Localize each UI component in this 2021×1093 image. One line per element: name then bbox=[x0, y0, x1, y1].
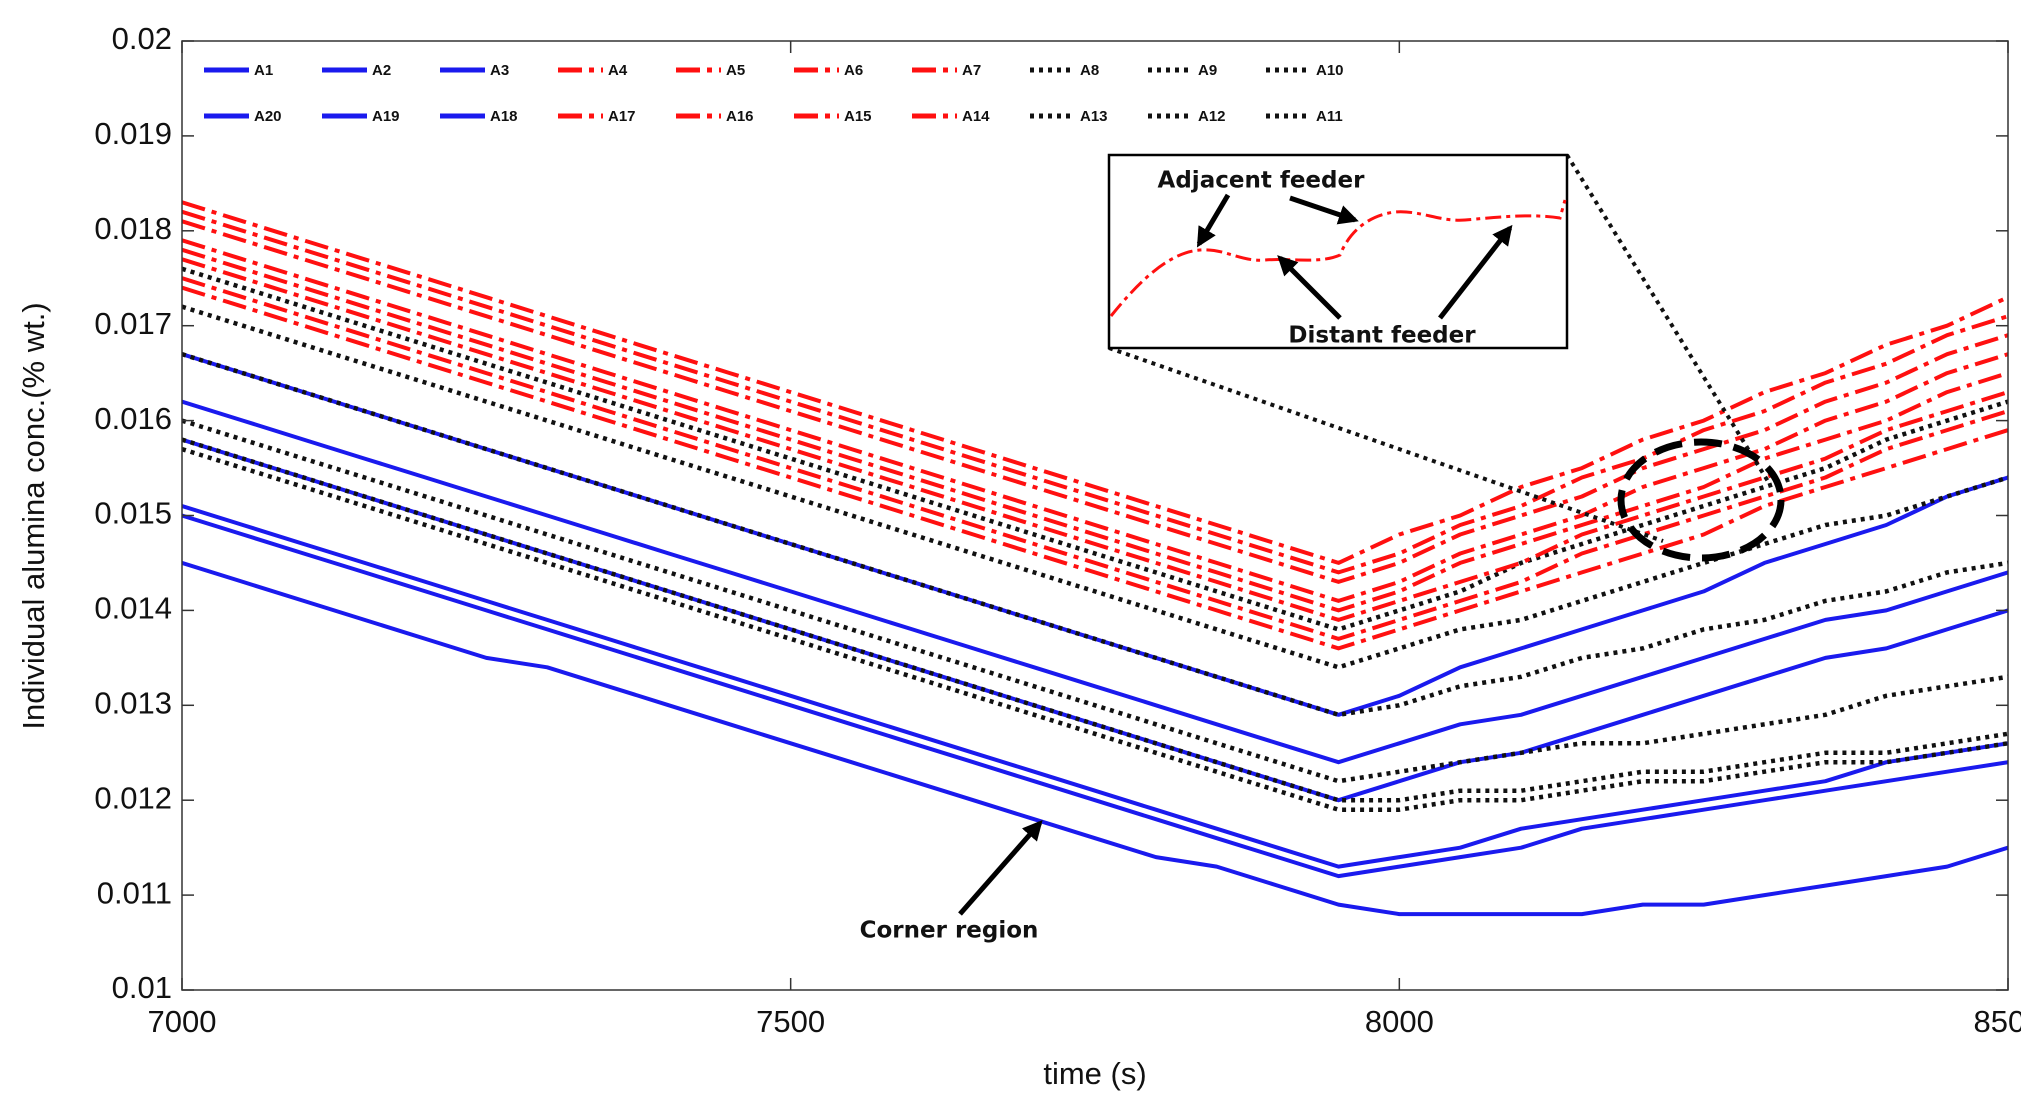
legend-label: A12 bbox=[1198, 108, 1226, 125]
inset-curve bbox=[1109, 199, 1567, 317]
legend-label: A19 bbox=[372, 108, 400, 125]
legend-label: A8 bbox=[1080, 62, 1099, 79]
y-tick-label: 0.014 bbox=[94, 591, 172, 626]
legend-label: A3 bbox=[490, 62, 509, 79]
series-line bbox=[182, 266, 2008, 632]
plot-frame bbox=[181, 40, 2009, 991]
x-tick-label: 8000 bbox=[1365, 1004, 1434, 1039]
legend-label: A4 bbox=[608, 62, 628, 79]
series-line bbox=[182, 437, 2008, 803]
series-line bbox=[182, 285, 2008, 651]
series-line bbox=[182, 238, 2008, 603]
x-tick-label: 7500 bbox=[756, 1004, 825, 1039]
arrow bbox=[1196, 193, 1231, 248]
legend-label: A7 bbox=[962, 62, 981, 79]
legend-label: A20 bbox=[254, 108, 282, 125]
legend-label: A13 bbox=[1080, 108, 1108, 125]
legend-label: A15 bbox=[844, 108, 872, 125]
annotation: Distant feeder bbox=[1288, 323, 1476, 349]
annotation: Adjacent feeder bbox=[1158, 168, 1366, 194]
series-line bbox=[182, 513, 2008, 879]
legend-label: A1 bbox=[254, 62, 273, 79]
zoom-ellipse bbox=[1617, 438, 1785, 562]
plot-lines bbox=[182, 200, 2008, 917]
arrow bbox=[1277, 255, 1342, 320]
x-tick-label: 8500 bbox=[1974, 1004, 2021, 1039]
y-tick-label: 0.01 bbox=[112, 970, 172, 1005]
arrow bbox=[958, 819, 1043, 916]
legend-label: A5 bbox=[726, 62, 745, 79]
y-axis-label: Individual alumina conc.(% wt.) bbox=[16, 302, 51, 729]
annotation: Corner region bbox=[860, 918, 1039, 944]
series-line bbox=[182, 504, 2008, 869]
arrow bbox=[1438, 224, 1513, 320]
legend-label: A16 bbox=[726, 108, 754, 125]
series-line bbox=[182, 276, 2008, 641]
series-line bbox=[182, 304, 2008, 670]
legend-label: A18 bbox=[490, 108, 518, 125]
y-tick-label: 0.011 bbox=[97, 875, 172, 910]
legend-label: A17 bbox=[608, 108, 636, 125]
y-tick-label: 0.015 bbox=[94, 496, 172, 531]
series-line bbox=[182, 418, 2008, 784]
y-tick-label: 0.02 bbox=[112, 21, 172, 56]
series-line bbox=[182, 257, 2008, 622]
y-tick-label: 0.016 bbox=[94, 401, 172, 436]
y-tick-label: 0.018 bbox=[94, 211, 172, 246]
series-line bbox=[182, 446, 2008, 812]
legend-label: A10 bbox=[1316, 62, 1344, 79]
x-tick-label: 7000 bbox=[148, 1004, 217, 1039]
zoom-line bbox=[1565, 153, 1771, 485]
y-tick-label: 0.019 bbox=[94, 116, 172, 151]
series-line bbox=[182, 200, 2008, 565]
y-tick-label: 0.017 bbox=[94, 306, 172, 341]
series-line bbox=[182, 247, 2008, 613]
zoom-line bbox=[1108, 346, 1664, 543]
series-line bbox=[182, 209, 2008, 575]
arrow bbox=[1289, 195, 1359, 225]
series-line bbox=[182, 219, 2008, 584]
legend-label: A14 bbox=[962, 108, 990, 125]
series-line bbox=[182, 352, 2008, 718]
series-line bbox=[182, 437, 2008, 803]
y-tick-label: 0.012 bbox=[94, 780, 172, 815]
series-line bbox=[182, 560, 2008, 917]
legend-label: A2 bbox=[372, 62, 391, 79]
series-line bbox=[182, 399, 2008, 765]
legend-label: A11 bbox=[1316, 108, 1343, 125]
y-tick-label: 0.013 bbox=[94, 685, 172, 720]
legend-label: A9 bbox=[1198, 62, 1217, 79]
legend-label: A6 bbox=[844, 62, 863, 79]
x-axis-label: time (s) bbox=[1043, 1056, 1146, 1091]
